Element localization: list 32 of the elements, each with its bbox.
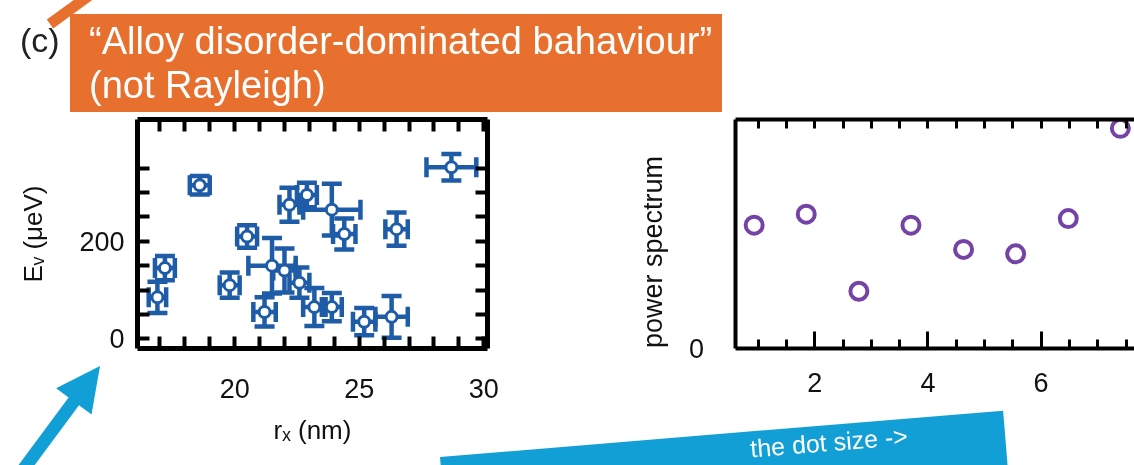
point <box>265 258 280 273</box>
point <box>384 309 399 324</box>
point <box>1057 208 1079 230</box>
point <box>1005 243 1027 265</box>
chart-title: (c) <box>20 20 60 60</box>
y-axis-title: power spectrum <box>638 155 668 348</box>
text: the dot size -> <box>749 421 909 463</box>
point <box>848 280 870 302</box>
point <box>953 238 975 260</box>
x-tick-label: 25 <box>344 373 375 404</box>
x-tick-label: 6 <box>1033 367 1049 398</box>
point <box>337 227 352 241</box>
point <box>192 178 207 193</box>
point <box>795 203 817 225</box>
x-tick-label: 20 <box>219 373 250 404</box>
x-tick-label: 4 <box>920 367 936 398</box>
point <box>743 214 765 236</box>
x-axis-title: rₓ (nm) <box>273 414 352 445</box>
y-axis-title: Eᵥ (μeV) <box>18 185 49 283</box>
point <box>222 278 237 293</box>
x-tick-label: 2 <box>807 367 823 398</box>
x-tick-label: 30 <box>468 373 499 404</box>
point <box>257 304 272 319</box>
point <box>324 202 339 217</box>
point <box>389 222 404 237</box>
text: 0 <box>688 334 704 364</box>
point <box>900 214 922 236</box>
y-tick-label: 200 <box>79 226 125 257</box>
point <box>292 275 307 290</box>
point <box>444 160 459 175</box>
point <box>357 314 372 329</box>
point <box>157 261 172 276</box>
